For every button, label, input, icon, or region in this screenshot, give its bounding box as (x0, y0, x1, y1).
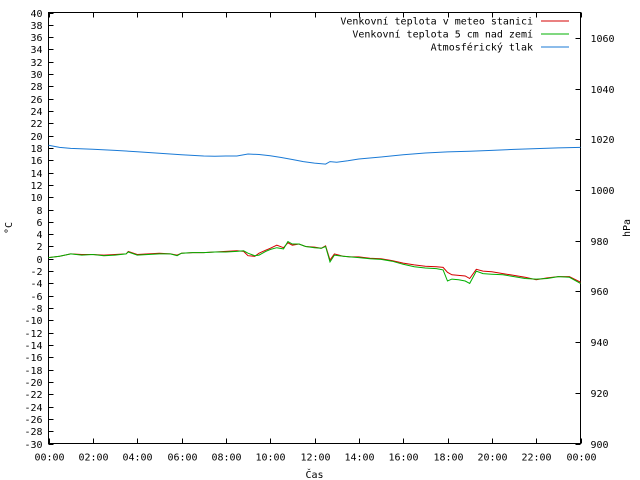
y2-tick-label: 920 (591, 389, 609, 400)
y-tick-label: -24 (24, 403, 42, 414)
axes (48, 12, 582, 445)
y-tick-label: 26 (30, 95, 42, 106)
y-tick-label: 30 (30, 70, 42, 81)
plot-frame (48, 12, 581, 444)
x-tick-label: 00:00 (34, 453, 64, 464)
y-tick-label: -22 (24, 390, 42, 401)
y-tick-label: 28 (30, 82, 42, 93)
series-line-1 (48, 242, 581, 283)
y-tick-label: 8 (36, 206, 42, 217)
x-tick-label: 02:00 (78, 453, 108, 464)
y2-tick-label: 960 (591, 287, 609, 298)
y-tick-label: 18 (30, 144, 42, 155)
y2-tick-label: 1020 (591, 135, 615, 146)
x-tick-label: 16:00 (388, 453, 418, 464)
y-tick-label: 0 (36, 255, 42, 266)
y-tick-label: 32 (30, 58, 42, 69)
y-tick-label: 12 (30, 181, 42, 192)
x-axis-label: Čas (305, 468, 323, 480)
y-tick-label: -10 (24, 316, 42, 327)
x-tick-label: 04:00 (122, 453, 152, 464)
y-tick-label: -8 (30, 304, 42, 315)
y-tick-label: -18 (24, 366, 42, 377)
series-lines (48, 144, 581, 285)
y2-tick-label: 980 (591, 237, 609, 248)
y-tick-label: 20 (30, 132, 42, 143)
y-tick-label: 14 (30, 169, 42, 180)
y2-tick-label: 900 (591, 440, 609, 451)
y2-tick-label: 1060 (591, 34, 615, 45)
legend-label-1: Venkovní teplota v meteo stanici (340, 16, 533, 28)
x-tick-label: 06:00 (167, 453, 197, 464)
x-tick-label: 22:00 (521, 453, 551, 464)
x-tick-label: 10:00 (255, 453, 285, 464)
x-tick-label: 18:00 (433, 453, 463, 464)
x-tick-label: 08:00 (211, 453, 241, 464)
legend-label-2: Venkovní teplota 5 cm nad zemí (352, 29, 533, 41)
legend: Venkovní teplota v meteo staniciVenkovní… (340, 16, 569, 54)
legend-label-3: Atmosférický tlak (431, 42, 533, 54)
y-tick-label: 6 (36, 218, 42, 229)
y-tick-label: 4 (36, 230, 42, 241)
y-tick-label: 24 (30, 107, 42, 118)
y-tick-label: -2 (30, 267, 42, 278)
y-tick-label: 10 (30, 193, 42, 204)
x-tick-label: 14:00 (344, 453, 374, 464)
x-tick-label: 12:00 (300, 453, 330, 464)
y-tick-label: -4 (30, 279, 42, 290)
y-tick-label: -28 (24, 427, 42, 438)
y-tick-label: -6 (30, 292, 42, 303)
y-tick-label: -14 (24, 341, 42, 352)
y-tick-label: -16 (24, 353, 42, 364)
y-tick-label: 22 (30, 119, 42, 130)
y2-axis-label: hPa (622, 219, 633, 237)
y2-tick-label: 940 (591, 338, 609, 349)
y-tick-label: -26 (24, 415, 42, 426)
y2-tick-label: 1040 (591, 85, 615, 96)
y-tick-label: 34 (30, 45, 42, 56)
y-tick-label: 40 (30, 9, 42, 20)
y-tick-label: -12 (24, 329, 42, 340)
y-tick-label: -20 (24, 378, 42, 389)
y-tick-label: 16 (30, 156, 42, 167)
x-tick-label: 20:00 (477, 453, 507, 464)
y-tick-label: -30 (24, 440, 42, 451)
x-tick-label: 00:00 (566, 453, 596, 464)
tick-labels: -30-28-26-24-22-20-18-16-14-12-10-8-6-4-… (24, 9, 614, 464)
y-tick-label: 38 (30, 21, 42, 32)
series-line-3 (48, 144, 581, 165)
y-axis-label: °C (4, 222, 15, 234)
y-tick-label: 2 (36, 242, 42, 253)
y2-tick-label: 1000 (591, 186, 615, 197)
y-tick-label: 36 (30, 33, 42, 44)
series-line-2 (48, 240, 581, 285)
